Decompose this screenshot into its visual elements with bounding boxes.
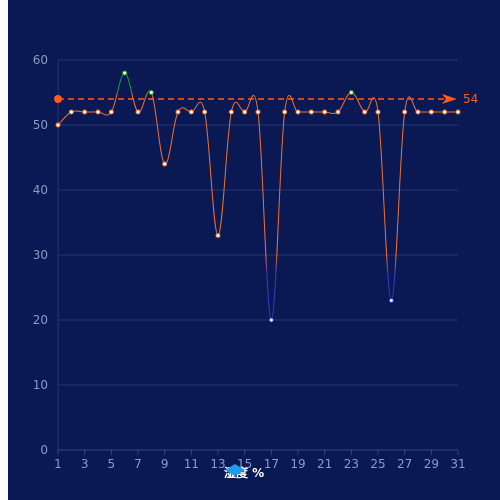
data-point-21[interactable] xyxy=(322,109,328,115)
y-tick-label-30: 30 xyxy=(33,248,48,262)
data-point-25[interactable] xyxy=(375,109,381,115)
data-point-7[interactable] xyxy=(135,109,141,115)
data-point-22[interactable] xyxy=(335,109,341,115)
data-point-3[interactable] xyxy=(82,109,88,115)
data-point-31[interactable] xyxy=(455,109,461,115)
data-point-13[interactable] xyxy=(215,233,221,238)
x-tick-label-25: 25 xyxy=(370,457,385,471)
y-tick-label-10: 10 xyxy=(33,378,48,392)
x-tick-label-1: 1 xyxy=(54,457,62,471)
data-point-19[interactable] xyxy=(295,109,301,115)
data-point-11[interactable] xyxy=(188,109,194,115)
data-point-17[interactable] xyxy=(268,317,274,323)
data-point-20[interactable] xyxy=(308,109,314,115)
data-point-8[interactable] xyxy=(148,90,154,95)
x-tick-label-15: 15 xyxy=(237,457,252,471)
x-tick-label-23: 23 xyxy=(344,457,359,471)
y-tick-label-60: 60 xyxy=(33,53,48,67)
data-point-18[interactable] xyxy=(282,109,288,115)
x-tick-label-5: 5 xyxy=(108,457,116,471)
x-tick-label-29: 29 xyxy=(424,457,439,471)
data-point-24[interactable] xyxy=(362,109,368,115)
data-point-2[interactable] xyxy=(68,109,74,115)
data-point-23[interactable] xyxy=(348,90,354,95)
data-point-4[interactable] xyxy=(95,109,101,115)
chart-panel xyxy=(8,0,500,500)
x-tick-label-21: 21 xyxy=(317,457,332,471)
data-point-14[interactable] xyxy=(228,109,234,115)
y-tick-label-50: 50 xyxy=(33,118,48,132)
data-point-15[interactable] xyxy=(242,109,248,115)
y-tick-label-20: 20 xyxy=(33,313,48,327)
markline-start-dot xyxy=(54,95,62,103)
x-tick-label-7: 7 xyxy=(134,457,142,471)
x-tick-label-31: 31 xyxy=(450,457,465,471)
data-point-28[interactable] xyxy=(415,109,421,115)
markline-arrow-icon xyxy=(442,94,457,104)
data-point-27[interactable] xyxy=(402,109,408,115)
y-tick-label-40: 40 xyxy=(33,183,48,197)
x-tick-label-11: 11 xyxy=(184,457,199,471)
x-tick-label-13: 13 xyxy=(210,457,225,471)
data-point-5[interactable] xyxy=(108,109,114,115)
legend-diamond-icon xyxy=(225,464,245,476)
data-point-29[interactable] xyxy=(428,109,434,115)
x-tick-label-9: 9 xyxy=(161,457,169,471)
data-point-10[interactable] xyxy=(175,109,181,115)
x-tick-label-19: 19 xyxy=(290,457,305,471)
x-tick-label-17: 17 xyxy=(264,457,279,471)
legend[interactable]: 湿度 % xyxy=(224,463,264,481)
data-point-12[interactable] xyxy=(202,109,208,115)
data-point-9[interactable] xyxy=(162,161,168,167)
x-tick-label-27: 27 xyxy=(397,457,412,471)
x-tick-label-3: 3 xyxy=(81,457,89,471)
markline-label: 54 xyxy=(463,92,478,106)
y-tick-label-0: 0 xyxy=(40,443,48,457)
data-point-6[interactable] xyxy=(122,70,128,76)
data-point-1[interactable] xyxy=(55,122,61,128)
data-point-16[interactable] xyxy=(255,109,261,115)
data-point-26[interactable] xyxy=(388,298,394,303)
data-point-30[interactable] xyxy=(442,109,448,115)
